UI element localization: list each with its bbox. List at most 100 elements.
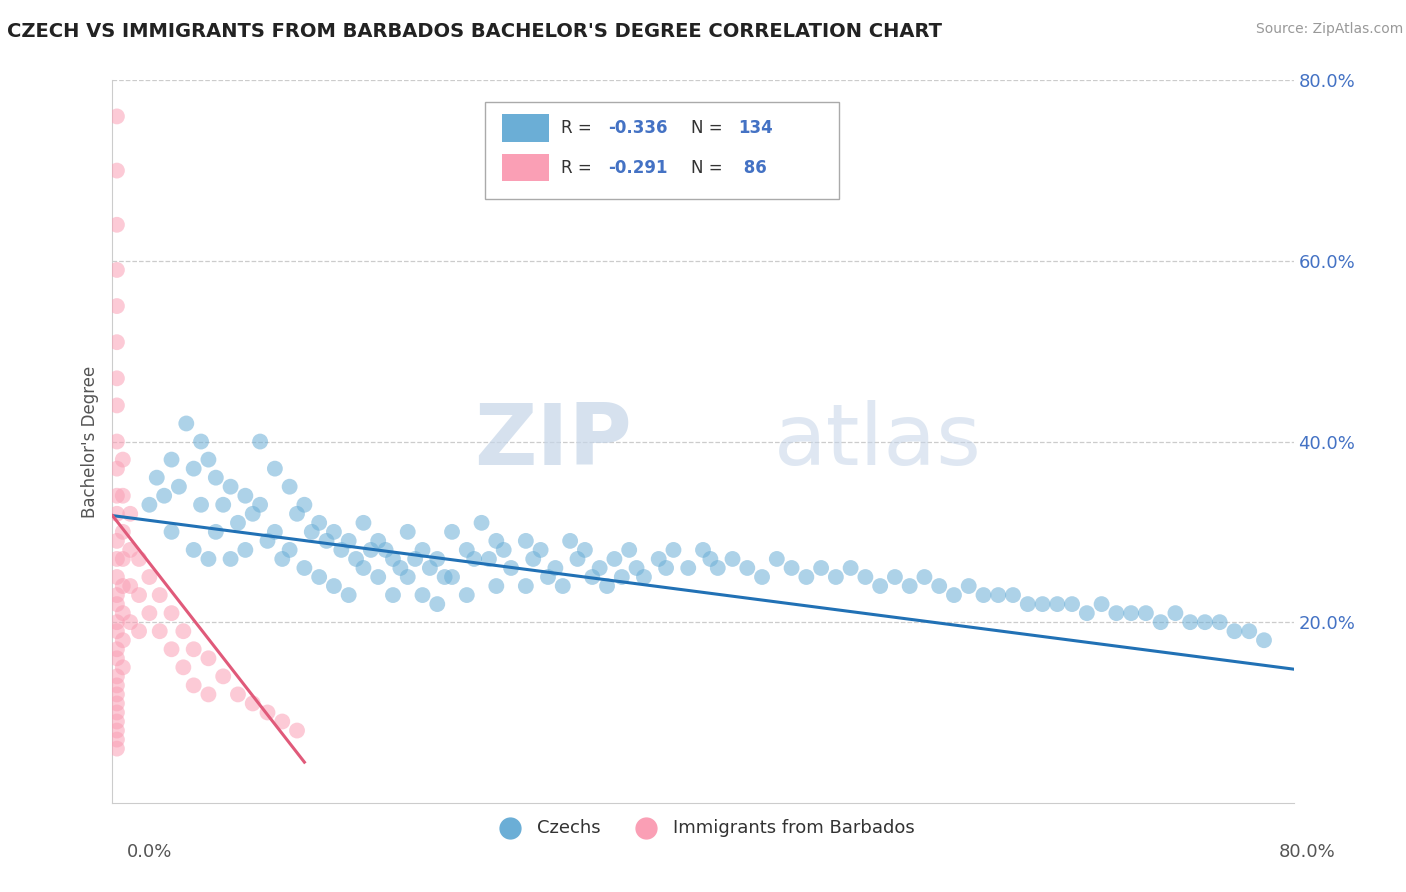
Point bbox=[441, 524, 464, 539]
Point bbox=[120, 507, 142, 521]
FancyBboxPatch shape bbox=[485, 102, 839, 200]
Point bbox=[678, 561, 700, 575]
Point bbox=[146, 471, 169, 485]
Point bbox=[105, 109, 128, 123]
Point bbox=[367, 570, 389, 584]
Text: -0.291: -0.291 bbox=[609, 159, 668, 177]
Point bbox=[197, 552, 219, 566]
Point bbox=[233, 489, 256, 503]
Point bbox=[824, 570, 846, 584]
Point bbox=[105, 678, 128, 692]
Point bbox=[308, 516, 330, 530]
Point bbox=[105, 398, 128, 412]
Point bbox=[382, 588, 405, 602]
Point bbox=[183, 461, 205, 475]
Text: ZIP: ZIP bbox=[474, 400, 633, 483]
Point bbox=[149, 624, 172, 639]
Point bbox=[1119, 606, 1142, 620]
Point bbox=[463, 552, 485, 566]
Point bbox=[478, 552, 501, 566]
Point bbox=[1150, 615, 1173, 630]
Point bbox=[551, 579, 574, 593]
Point bbox=[1032, 597, 1054, 611]
Point bbox=[515, 533, 537, 548]
Text: 80.0%: 80.0% bbox=[1279, 843, 1336, 861]
Point bbox=[626, 561, 648, 575]
Point bbox=[212, 498, 235, 512]
Text: Source: ZipAtlas.com: Source: ZipAtlas.com bbox=[1256, 22, 1403, 37]
Point bbox=[780, 561, 803, 575]
Text: R =: R = bbox=[561, 119, 598, 137]
Point bbox=[619, 542, 641, 557]
Text: N =: N = bbox=[692, 119, 728, 137]
Point bbox=[278, 480, 301, 494]
Point bbox=[271, 714, 294, 729]
Point bbox=[1062, 597, 1084, 611]
Point bbox=[233, 542, 256, 557]
Point bbox=[105, 434, 128, 449]
Point bbox=[105, 461, 128, 475]
Point bbox=[249, 434, 271, 449]
Point bbox=[105, 597, 128, 611]
Point bbox=[292, 498, 315, 512]
Point bbox=[105, 218, 128, 232]
Point bbox=[574, 542, 596, 557]
Point bbox=[105, 507, 128, 521]
Point bbox=[367, 533, 389, 548]
Point bbox=[278, 542, 301, 557]
Point bbox=[197, 452, 219, 467]
Point bbox=[105, 615, 128, 630]
Point bbox=[190, 498, 212, 512]
Point bbox=[315, 533, 337, 548]
Point bbox=[470, 516, 494, 530]
Point bbox=[567, 552, 589, 566]
Bar bbox=[502, 154, 550, 181]
Point bbox=[692, 542, 714, 557]
Point bbox=[105, 642, 128, 657]
Point bbox=[256, 706, 278, 720]
Point bbox=[111, 489, 134, 503]
Point bbox=[647, 552, 671, 566]
Point bbox=[264, 461, 287, 475]
Point bbox=[456, 588, 478, 602]
Point bbox=[382, 552, 405, 566]
Point bbox=[183, 642, 205, 657]
Point bbox=[271, 552, 294, 566]
Point bbox=[884, 570, 907, 584]
Point bbox=[301, 524, 323, 539]
Point bbox=[120, 579, 142, 593]
Point bbox=[120, 542, 142, 557]
Point bbox=[396, 524, 419, 539]
Point bbox=[105, 489, 128, 503]
Point bbox=[699, 552, 721, 566]
Point bbox=[558, 533, 582, 548]
Point bbox=[942, 588, 965, 602]
Point bbox=[588, 561, 610, 575]
Point bbox=[1105, 606, 1128, 620]
Point bbox=[105, 624, 128, 639]
Point bbox=[149, 588, 172, 602]
Point bbox=[433, 570, 456, 584]
Point bbox=[662, 542, 685, 557]
Point bbox=[581, 570, 603, 584]
Point bbox=[485, 533, 508, 548]
Point bbox=[655, 561, 678, 575]
Point bbox=[898, 579, 921, 593]
Point bbox=[411, 542, 433, 557]
Point bbox=[766, 552, 789, 566]
Point bbox=[190, 434, 212, 449]
Point bbox=[111, 660, 134, 674]
Point bbox=[987, 588, 1010, 602]
Point bbox=[226, 516, 249, 530]
Point bbox=[1208, 615, 1232, 630]
Point bbox=[105, 335, 128, 350]
Point bbox=[160, 642, 183, 657]
Point bbox=[172, 624, 194, 639]
Point bbox=[219, 552, 242, 566]
Text: CZECH VS IMMIGRANTS FROM BARBADOS BACHELOR'S DEGREE CORRELATION CHART: CZECH VS IMMIGRANTS FROM BARBADOS BACHEL… bbox=[7, 22, 942, 41]
Text: R =: R = bbox=[561, 159, 598, 177]
Point bbox=[337, 533, 360, 548]
Point bbox=[105, 714, 128, 729]
Text: 86: 86 bbox=[738, 159, 768, 177]
Point bbox=[596, 579, 619, 593]
